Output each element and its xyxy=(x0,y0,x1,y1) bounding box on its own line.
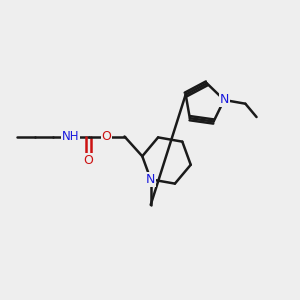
Text: O: O xyxy=(102,130,111,143)
Text: N: N xyxy=(146,173,155,186)
Text: NH: NH xyxy=(62,130,79,143)
Text: O: O xyxy=(84,154,93,167)
Text: N: N xyxy=(219,94,229,106)
